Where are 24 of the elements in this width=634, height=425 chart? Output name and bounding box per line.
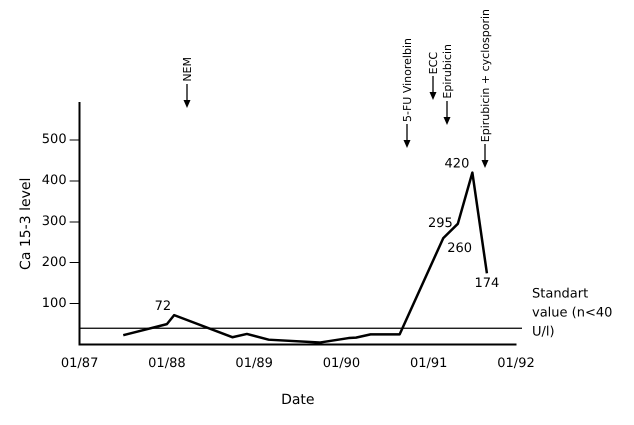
text: NEM xyxy=(180,57,194,82)
text: Epirubicin xyxy=(440,44,454,99)
x-tick-label: 01/91 xyxy=(410,356,448,371)
data-label: 295 xyxy=(428,216,453,232)
y-tick-label: 400 xyxy=(42,173,67,188)
y-tick-label: 200 xyxy=(42,255,67,270)
x-tick-label: 01/88 xyxy=(148,356,186,371)
annotation: Epirubicin + cyclosporin xyxy=(478,8,492,142)
y-tick-label: 300 xyxy=(42,214,67,230)
data-label: 72 xyxy=(154,298,172,314)
x-tick-label: 01/89 xyxy=(235,356,273,371)
y-axis-title: Ca 15-3 level xyxy=(18,178,34,270)
x-tick-label: 01/92 xyxy=(497,356,535,371)
y-tick-label: 500 xyxy=(42,132,67,148)
ref-line-label: Standart value (n<40 U/l) xyxy=(532,286,612,340)
x-tick-label: 01/87 xyxy=(60,356,98,371)
data-label: 174 xyxy=(474,276,500,292)
data-label: 420 xyxy=(444,156,470,172)
x-tick-label: 01/90 xyxy=(322,356,360,371)
annotation: 5-FU Vinorelbin xyxy=(400,38,414,122)
text: ECC xyxy=(426,52,440,74)
x-axis-title: Date xyxy=(281,392,315,408)
y-tick-label: 100 xyxy=(42,296,67,312)
data-label: 260 xyxy=(447,241,472,256)
